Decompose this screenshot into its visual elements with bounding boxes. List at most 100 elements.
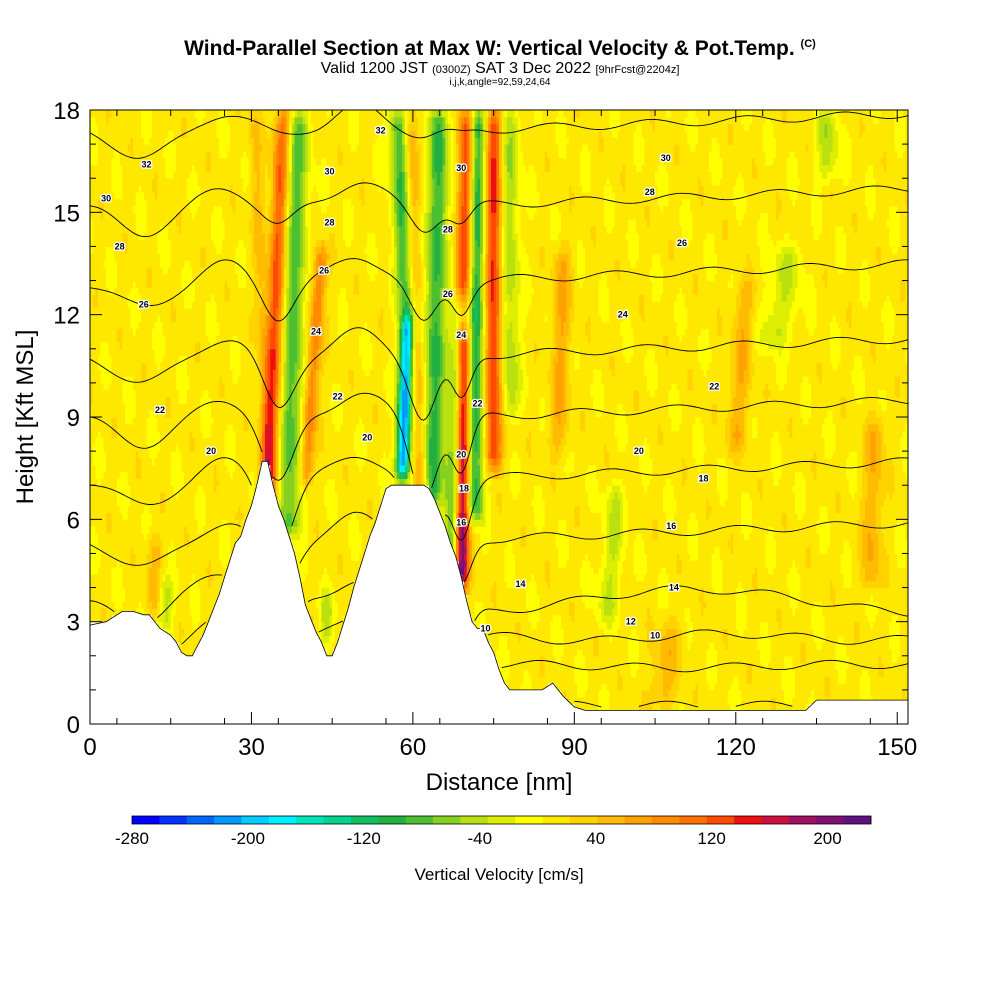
w-cell (170, 539, 175, 548)
w-cell (181, 498, 185, 507)
w-cell (162, 464, 166, 473)
w-cell (143, 505, 148, 514)
w-cell (186, 348, 191, 357)
w-cell (95, 266, 99, 275)
w-cell (108, 396, 113, 404)
w-cell (100, 335, 105, 343)
w-cell (149, 205, 153, 213)
w-cell (151, 307, 156, 316)
w-cell (106, 580, 110, 589)
w-cell (181, 512, 185, 520)
w-cell (181, 608, 185, 616)
w-cell (95, 478, 99, 486)
w-cell (208, 341, 212, 350)
w-cell (122, 110, 126, 111)
w-cell (211, 301, 215, 309)
w-cell (111, 560, 115, 568)
w-cell (100, 225, 105, 234)
w-cell (194, 567, 199, 575)
w-cell (200, 171, 204, 179)
w-cell (116, 144, 121, 152)
w-cell (111, 601, 115, 609)
chart-subtitle: Valid 1200 JST (0300Z) SAT 3 Dec 2022 [9… (0, 60, 1000, 78)
w-cell (181, 191, 185, 200)
w-cell (114, 137, 118, 145)
w-cell (157, 369, 161, 377)
w-cell (92, 239, 96, 248)
w-cell (108, 362, 113, 370)
w-cell (135, 601, 140, 609)
w-cell (103, 301, 107, 309)
w-cell (186, 110, 191, 111)
w-cell (186, 648, 191, 657)
w-cell (197, 457, 201, 466)
w-cell (143, 580, 148, 589)
w-cell (151, 594, 156, 602)
w-cell (165, 444, 169, 452)
w-cell (181, 144, 185, 152)
w-cell (111, 348, 115, 357)
w-cell (146, 239, 150, 248)
w-cell (197, 587, 201, 595)
w-cell (143, 348, 148, 357)
w-cell (181, 485, 185, 493)
w-cell (200, 498, 204, 507)
w-cell (157, 239, 161, 248)
w-cell (189, 157, 193, 166)
w-cell (119, 376, 123, 384)
w-cell (186, 553, 191, 561)
w-cell (154, 225, 158, 234)
w-cell (170, 144, 175, 152)
w-cell (103, 130, 107, 138)
w-cell (95, 532, 99, 541)
w-cell (92, 273, 96, 282)
w-cell (138, 280, 142, 288)
w-cell (90, 457, 94, 466)
w-cell (197, 362, 201, 370)
w-cell (170, 498, 175, 507)
w-cell (149, 328, 153, 336)
w-cell (151, 498, 156, 507)
w-cell (168, 239, 172, 248)
w-cell (170, 485, 175, 493)
w-cell (122, 430, 126, 439)
w-cell (127, 430, 131, 439)
w-cell (208, 137, 212, 145)
w-cell (146, 457, 150, 466)
w-cell (146, 123, 150, 132)
w-cell (157, 116, 161, 125)
w-cell (135, 294, 140, 302)
w-cell (103, 369, 107, 377)
w-cell (103, 573, 107, 582)
w-cell (173, 573, 177, 582)
w-cell (178, 123, 183, 132)
w-cell (159, 171, 164, 179)
w-cell (100, 423, 105, 432)
w-cell (106, 198, 110, 207)
w-cell (103, 157, 107, 166)
w-cell (135, 144, 140, 152)
w-cell (189, 526, 193, 534)
w-cell (211, 580, 215, 589)
w-cell (124, 410, 129, 418)
w-cell (100, 396, 105, 404)
w-cell (181, 614, 185, 623)
w-cell (157, 314, 161, 323)
w-cell (119, 396, 123, 404)
w-cell (197, 492, 201, 500)
w-cell (154, 553, 158, 561)
w-cell (168, 321, 172, 329)
w-cell (165, 110, 169, 111)
w-cell (154, 273, 158, 282)
w-cell (95, 110, 99, 118)
w-cell (178, 246, 183, 254)
w-cell (205, 150, 209, 159)
w-cell (141, 355, 145, 364)
w-cell (168, 355, 172, 364)
w-cell (119, 451, 123, 459)
w-cell (133, 137, 137, 145)
w-cell (100, 198, 105, 207)
w-cell (103, 116, 107, 125)
w-cell (168, 519, 172, 527)
w-cell (151, 553, 156, 561)
